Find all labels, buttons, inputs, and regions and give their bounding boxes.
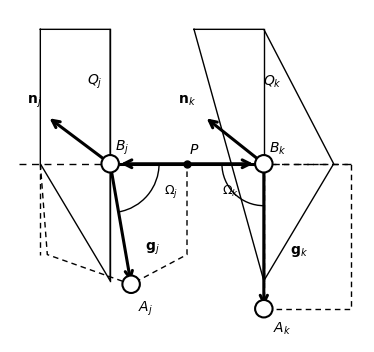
Text: $A_k$: $A_k$ bbox=[273, 321, 291, 337]
Text: $\mathbf{n}_k$: $\mathbf{n}_k$ bbox=[178, 94, 196, 108]
Circle shape bbox=[255, 300, 273, 318]
Circle shape bbox=[255, 155, 273, 172]
Text: $P$: $P$ bbox=[189, 143, 199, 157]
Text: $Q_j$: $Q_j$ bbox=[87, 73, 102, 91]
Text: $\Omega_k$: $\Omega_k$ bbox=[222, 184, 239, 199]
Text: $\Omega_j$: $\Omega_j$ bbox=[164, 183, 178, 200]
Text: $\mathbf{n}_j$: $\mathbf{n}_j$ bbox=[27, 93, 42, 109]
Text: $A_j$: $A_j$ bbox=[138, 300, 153, 318]
Text: $\mathbf{g}_j$: $\mathbf{g}_j$ bbox=[145, 241, 160, 257]
Text: $B_k$: $B_k$ bbox=[269, 140, 286, 157]
Circle shape bbox=[122, 276, 140, 293]
Text: $B_j$: $B_j$ bbox=[116, 138, 130, 157]
Text: $\mathbf{g}_k$: $\mathbf{g}_k$ bbox=[290, 244, 308, 259]
Circle shape bbox=[101, 155, 119, 172]
Text: $Q_k$: $Q_k$ bbox=[263, 74, 282, 90]
